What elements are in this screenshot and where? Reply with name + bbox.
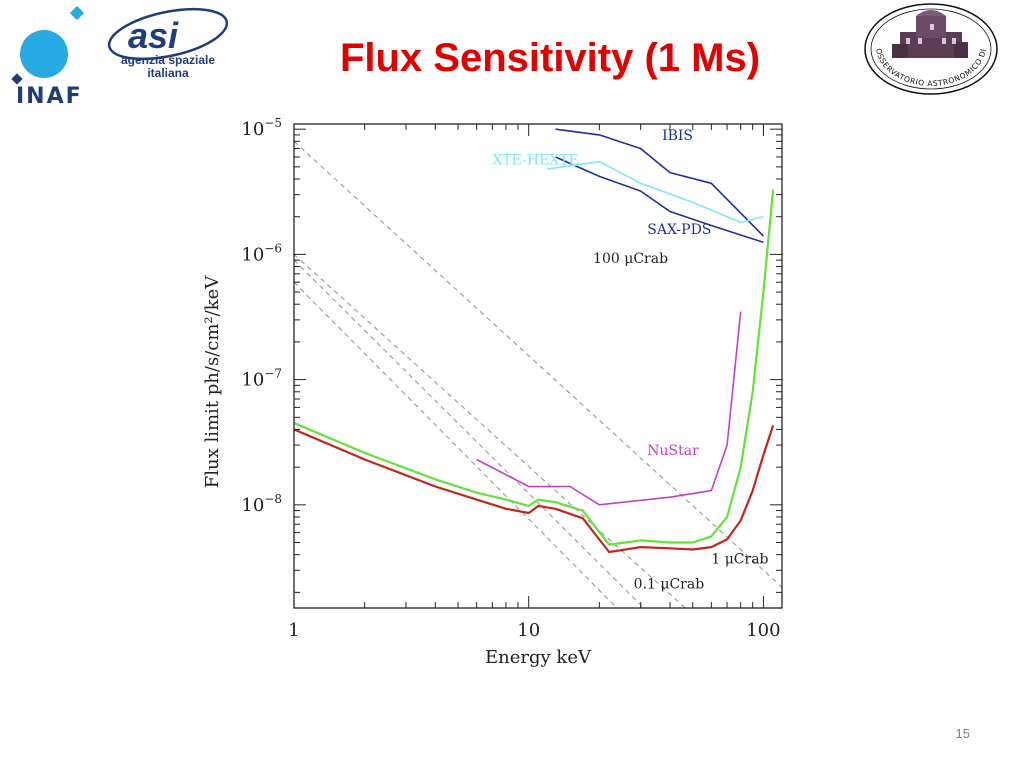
annotation-ibis: IBIS xyxy=(662,128,693,144)
annotation-1-crab: 1 μCrab xyxy=(711,551,768,567)
series-sensitivity-curve-4-line xyxy=(294,189,775,546)
asi-logo: asi agenzia spaziale italiana xyxy=(100,2,232,86)
asi-line2: italiana xyxy=(147,66,189,80)
x-tick-label: 10 xyxy=(517,620,540,641)
inaf-logo: INAF xyxy=(8,5,100,109)
y-axis-label: Flux limit ph/s/cm²/keV xyxy=(202,275,223,488)
series-xte-hexte-line xyxy=(547,160,764,224)
annotation-0-1-crab: 0.1 μCrab xyxy=(634,576,705,592)
flux-sensitivity-chart: 1 10 100 10−8 10−7 10−6 10−5 IBIS XTE-HEXTE SAX-… xyxy=(202,116,783,668)
reference-line-0-1-crab xyxy=(294,281,618,608)
y-tick-label: 10−7 xyxy=(241,367,282,391)
y-tick-label: 10−8 xyxy=(241,492,282,516)
reference-line-100-crab xyxy=(294,140,782,588)
series-sax-pds-line xyxy=(555,156,764,244)
axis-ticks: 1 10 100 10−8 10−7 10−6 10−5 xyxy=(241,116,782,641)
page-number: 15 xyxy=(955,726,970,741)
series-nustar-line xyxy=(476,311,742,506)
brera-observatory-logo: OSSERVATORIO ASTRONOMICO DI BRERA xyxy=(859,0,1000,100)
y-tick-label: 10−5 xyxy=(241,116,282,140)
annotation-nustar: NuStar xyxy=(647,443,699,459)
asi-line1: agenzia spaziale xyxy=(121,53,215,67)
x-tick-label: 1 xyxy=(288,620,299,641)
series-sensitivity-curve-5-line xyxy=(294,425,775,554)
x-axis-label: Energy keV xyxy=(485,647,592,668)
annotation-sax-pds: SAX-PDS xyxy=(647,222,711,238)
annotations: IBIS XTE-HEXTE SAX-PDS 100 μCrab NuStar 1 μCr… xyxy=(492,128,768,592)
svg-text:asi: asi xyxy=(128,15,179,56)
slide-title: Flux Sensitivity (1 Ms) xyxy=(339,36,761,80)
annotation-100-crab: 100 μCrab xyxy=(593,251,668,267)
reference-lines xyxy=(294,140,782,608)
annotation-xte-hexte: XTE-HEXTE xyxy=(492,153,578,169)
y-tick-label: 10−6 xyxy=(241,241,282,265)
reference-line-1-crab xyxy=(294,259,645,608)
series-ibis-line xyxy=(555,128,764,237)
x-tick-label: 100 xyxy=(746,620,780,641)
series-layer xyxy=(294,128,775,554)
inaf-text: INAF xyxy=(16,84,83,106)
reference-line-unlabeled-1 xyxy=(294,253,686,608)
plot-frame xyxy=(293,123,783,609)
